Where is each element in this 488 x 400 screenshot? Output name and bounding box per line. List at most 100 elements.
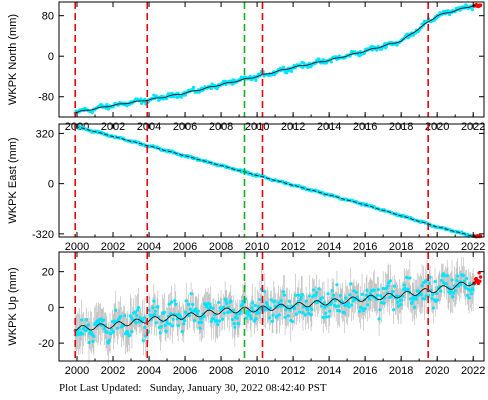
recent-point — [478, 279, 482, 283]
data-point — [136, 306, 141, 310]
data-point — [304, 299, 308, 303]
data-point — [455, 278, 459, 283]
data-point — [208, 302, 212, 306]
data-point — [147, 308, 151, 312]
data-point — [389, 294, 393, 299]
data-point — [263, 290, 267, 294]
data-point — [456, 274, 460, 278]
data-point — [377, 317, 381, 321]
data-point — [256, 304, 260, 309]
data-point — [127, 333, 132, 337]
data-point — [301, 311, 305, 315]
data-point — [277, 301, 281, 305]
data-point — [168, 322, 172, 326]
data-point — [204, 305, 209, 309]
data-point — [254, 78, 258, 82]
data-point — [101, 318, 106, 322]
data-point — [255, 308, 260, 312]
data-point — [392, 308, 396, 312]
data-point — [288, 308, 292, 312]
data-point — [271, 313, 275, 317]
data-point — [352, 289, 356, 293]
data-point — [170, 324, 175, 328]
y-tick-label: -320 — [32, 229, 54, 241]
data-points — [73, 124, 476, 238]
data-point — [136, 308, 140, 312]
data-point — [240, 303, 244, 307]
data-point — [183, 319, 187, 323]
data-point — [347, 305, 351, 309]
data-point — [182, 322, 186, 326]
data-point — [255, 311, 259, 315]
data-point — [459, 282, 463, 287]
data-point — [422, 297, 427, 301]
data-point — [115, 326, 119, 330]
y-tick-label: 0 — [48, 179, 54, 191]
data-point — [448, 12, 452, 17]
data-point — [396, 300, 400, 304]
y-tick-label: 20 — [42, 267, 54, 279]
x-tick-label: 2020 — [425, 365, 449, 377]
data-point — [187, 314, 192, 318]
data-point — [225, 301, 229, 306]
data-point — [450, 278, 454, 282]
data-point — [265, 303, 269, 307]
data-point — [187, 302, 191, 307]
data-point — [118, 314, 123, 319]
data-point — [319, 304, 324, 308]
panel-up: 2000 2002 2004 2006 2008 2010 2012 2014 2016 2018… — [7, 251, 485, 377]
data-point — [109, 332, 113, 336]
data-point — [173, 299, 177, 303]
data-point — [165, 318, 169, 322]
x-tick-label: 2016 — [353, 241, 377, 253]
y-tick-label: 0 — [48, 302, 54, 314]
x-tick-label: 2016 — [353, 365, 377, 377]
data-point — [257, 311, 261, 315]
data-point — [254, 317, 258, 321]
data-point — [294, 293, 298, 297]
data-point — [468, 282, 472, 286]
data-point — [382, 301, 386, 305]
panel-north: 2000200220042006200820102012201420162018… — [7, 1, 485, 133]
data-point — [234, 312, 239, 317]
data-point — [252, 319, 256, 323]
x-tick-label: 2014 — [317, 365, 341, 377]
data-point — [106, 341, 111, 345]
data-point — [170, 300, 174, 304]
data-point — [250, 306, 254, 310]
recent-point — [478, 3, 483, 7]
data-point — [334, 304, 338, 309]
data-point — [317, 57, 321, 61]
data-point — [342, 311, 346, 315]
data-point — [379, 293, 383, 298]
data-point — [91, 339, 95, 344]
data-point — [221, 317, 225, 321]
data-point — [143, 97, 147, 102]
data-point — [233, 325, 237, 329]
data-point — [306, 311, 311, 315]
data-point — [333, 299, 337, 303]
data-point — [435, 291, 439, 296]
data-point — [89, 330, 94, 335]
y-tick-label: 80 — [42, 11, 54, 23]
data-point — [194, 307, 198, 311]
data-point — [452, 291, 456, 295]
data-point — [338, 294, 342, 298]
y-tick-label: -20 — [38, 338, 54, 350]
x-tick-label: 2004 — [137, 365, 161, 377]
data-point — [386, 284, 390, 288]
x-tick-label: 2004 — [137, 241, 161, 253]
x-tick-label: 2010 — [245, 365, 269, 377]
data-point — [268, 316, 272, 320]
data-point — [154, 321, 158, 325]
data-point — [84, 318, 89, 322]
x-tick-label: 2012 — [281, 365, 305, 377]
data-point — [183, 93, 188, 97]
footer-prefix: Plot Last Updated: — [59, 382, 142, 394]
model-line — [75, 126, 476, 237]
data-point — [222, 311, 226, 315]
data-point — [153, 312, 157, 317]
data-point — [419, 25, 423, 30]
data-point — [367, 297, 371, 301]
data-point — [329, 60, 333, 64]
